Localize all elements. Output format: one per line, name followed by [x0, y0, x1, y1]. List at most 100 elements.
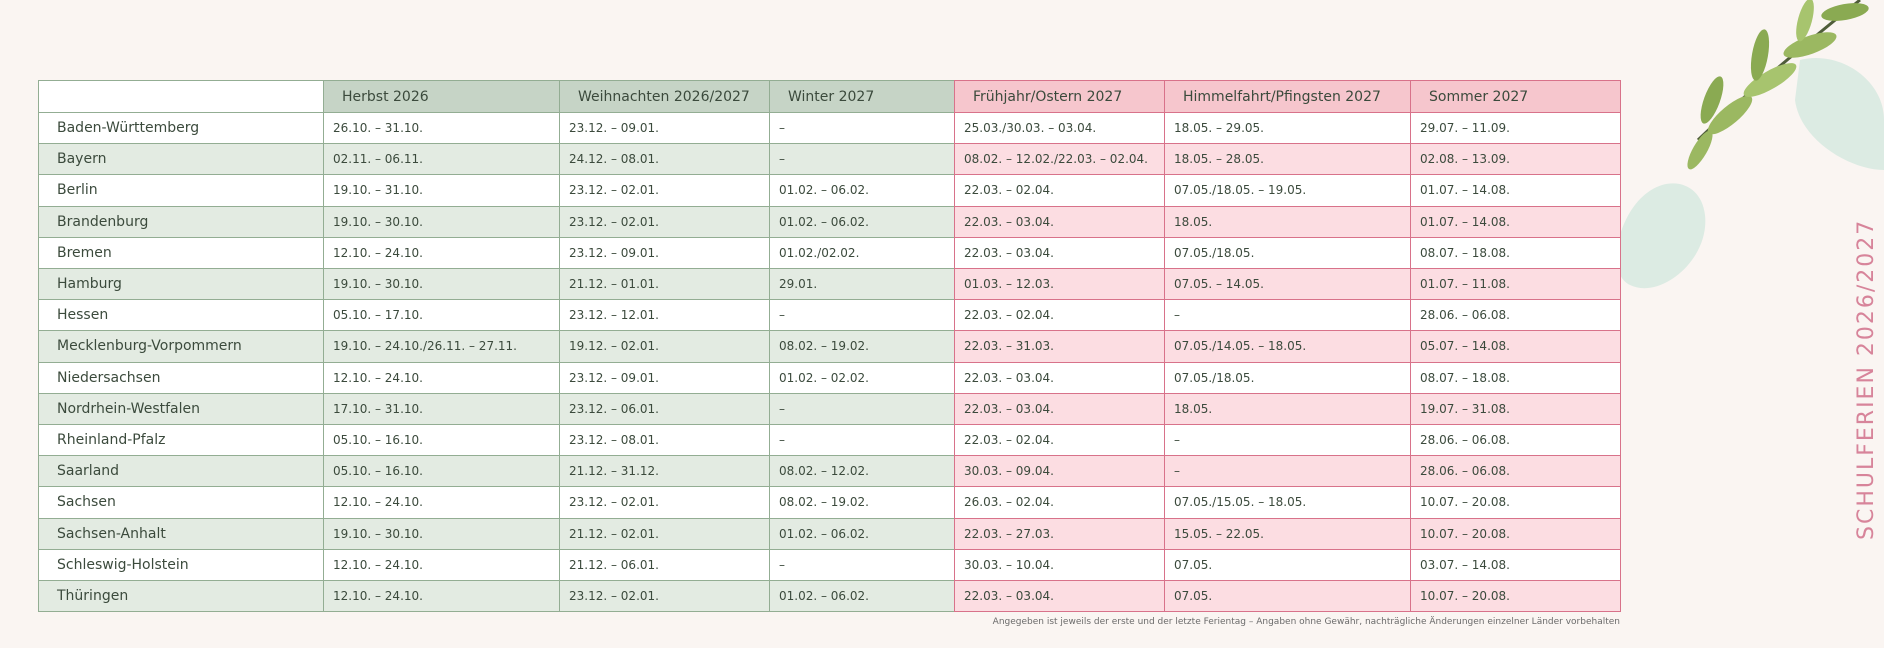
- holiday-dates: 22.03. – 02.04.: [954, 174, 1165, 207]
- column-header: Himmelfahrt/Pfingsten 2027: [1164, 80, 1411, 113]
- holiday-dates: 10.07. – 20.08.: [1410, 486, 1621, 519]
- state-name: Hessen: [38, 299, 324, 332]
- holiday-dates: 23.12. – 09.01.: [559, 361, 770, 394]
- holiday-dates: 12.10. – 24.10.: [323, 361, 560, 394]
- holiday-dates: 08.02. – 19.02.: [769, 486, 955, 519]
- holiday-dates: 08.07. – 18.08.: [1410, 236, 1621, 269]
- holiday-dates: 01.02. – 06.02.: [769, 174, 955, 207]
- state-name: Hamburg: [38, 268, 324, 301]
- holiday-dates: 21.12. – 31.12.: [559, 455, 770, 488]
- holiday-dates: 21.12. – 01.01.: [559, 268, 770, 301]
- column-header: Weihnachten 2026/2027: [559, 80, 770, 113]
- holiday-dates: 05.07. – 14.08.: [1410, 330, 1621, 363]
- holiday-dates: 19.10. – 30.10.: [323, 205, 560, 238]
- state-name: Mecklenburg-Vorpommern: [38, 330, 324, 363]
- holiday-dates: 26.03. – 02.04.: [954, 486, 1165, 519]
- holiday-dates: 10.07. – 20.08.: [1410, 580, 1621, 613]
- holiday-dates: 08.02. – 12.02.: [769, 455, 955, 488]
- holiday-dates: 01.03. – 12.03.: [954, 268, 1165, 301]
- holiday-dates: 18.05. – 29.05.: [1164, 112, 1411, 145]
- state-name: Saarland: [38, 455, 324, 488]
- holiday-dates: 28.06. – 06.08.: [1410, 455, 1621, 488]
- holiday-dates: 10.07. – 20.08.: [1410, 517, 1621, 550]
- holiday-dates: –: [1164, 455, 1411, 488]
- holiday-dates: 19.07. – 31.08.: [1410, 392, 1621, 425]
- holiday-dates: 22.03. – 03.04.: [954, 236, 1165, 269]
- holiday-dates: 07.05./15.05. – 18.05.: [1164, 486, 1411, 519]
- holiday-dates: 23.12. – 12.01.: [559, 299, 770, 332]
- holiday-dates: 30.03. – 10.04.: [954, 548, 1165, 581]
- holiday-dates: –: [769, 299, 955, 332]
- holiday-dates: 23.12. – 02.01.: [559, 205, 770, 238]
- holiday-dates: 29.07. – 11.09.: [1410, 112, 1621, 145]
- state-name: Thüringen: [38, 580, 324, 613]
- holiday-dates: 22.03. – 03.04.: [954, 205, 1165, 238]
- holiday-dates: 18.05.: [1164, 205, 1411, 238]
- holiday-dates: 23.12. – 06.01.: [559, 392, 770, 425]
- holiday-dates: 19.10. – 31.10.: [323, 174, 560, 207]
- holiday-dates: 07.05./18.05.: [1164, 361, 1411, 394]
- column-header: Sommer 2027: [1410, 80, 1621, 113]
- holiday-dates: 25.03./30.03. – 03.04.: [954, 112, 1165, 145]
- holiday-dates: –: [769, 143, 955, 176]
- holiday-dates: 12.10. – 24.10.: [323, 580, 560, 613]
- holiday-dates: 08.07. – 18.08.: [1410, 361, 1621, 394]
- holiday-dates: 01.02. – 02.02.: [769, 361, 955, 394]
- holiday-dates: 07.05./14.05. – 18.05.: [1164, 330, 1411, 363]
- holiday-dates: 05.10. – 16.10.: [323, 424, 560, 457]
- holiday-dates: 05.10. – 17.10.: [323, 299, 560, 332]
- holiday-dates: 08.02. – 12.02./22.03. – 02.04.: [954, 143, 1165, 176]
- state-name: Bayern: [38, 143, 324, 176]
- holiday-dates: 23.12. – 08.01.: [559, 424, 770, 457]
- holiday-dates: 23.12. – 09.01.: [559, 112, 770, 145]
- holiday-dates: 12.10. – 24.10.: [323, 236, 560, 269]
- holiday-dates: –: [769, 548, 955, 581]
- state-name: Brandenburg: [38, 205, 324, 238]
- holiday-dates: 23.12. – 02.01.: [559, 486, 770, 519]
- holiday-dates: 02.08. – 13.09.: [1410, 143, 1621, 176]
- holiday-dates: 23.12. – 09.01.: [559, 236, 770, 269]
- holiday-dates: 15.05. – 22.05.: [1164, 517, 1411, 550]
- holiday-dates: 07.05. – 14.05.: [1164, 268, 1411, 301]
- holiday-dates: 22.03. – 03.04.: [954, 392, 1165, 425]
- holiday-dates: 19.10. – 30.10.: [323, 517, 560, 550]
- holiday-dates: 01.02. – 06.02.: [769, 205, 955, 238]
- holiday-dates: 29.01.: [769, 268, 955, 301]
- holiday-dates: 01.07. – 14.08.: [1410, 205, 1621, 238]
- side-title: SCHULFERIEN 2026/2027: [1854, 218, 1879, 540]
- holiday-dates: 08.02. – 19.02.: [769, 330, 955, 363]
- column-header: Frühjahr/Ostern 2027: [954, 80, 1165, 113]
- holiday-dates: –: [1164, 424, 1411, 457]
- holiday-dates: 23.12. – 02.01.: [559, 580, 770, 613]
- holiday-dates: –: [769, 112, 955, 145]
- holiday-dates: 07.05./18.05. – 19.05.: [1164, 174, 1411, 207]
- holiday-dates: 22.03. – 03.04.: [954, 361, 1165, 394]
- footnote: Angegeben ist jeweils der erste und der …: [992, 617, 1620, 627]
- holiday-dates: 24.12. – 08.01.: [559, 143, 770, 176]
- state-name: Rheinland-Pfalz: [38, 424, 324, 457]
- holiday-dates: 03.07. – 14.08.: [1410, 548, 1621, 581]
- holiday-dates: –: [769, 392, 955, 425]
- holiday-dates: 12.10. – 24.10.: [323, 486, 560, 519]
- holiday-dates: 01.07. – 11.08.: [1410, 268, 1621, 301]
- holiday-dates: 02.11. – 06.11.: [323, 143, 560, 176]
- holiday-dates: 30.03. – 09.04.: [954, 455, 1165, 488]
- holiday-dates: 22.03. – 02.04.: [954, 299, 1165, 332]
- column-header: Herbst 2026: [323, 80, 560, 113]
- holiday-dates: 01.02. – 06.02.: [769, 517, 955, 550]
- holiday-dates: 07.05.: [1164, 548, 1411, 581]
- holiday-dates: 01.02. – 06.02.: [769, 580, 955, 613]
- holiday-dates: 19.12. – 02.01.: [559, 330, 770, 363]
- holiday-dates: –: [1164, 299, 1411, 332]
- holiday-dates: 22.03. – 31.03.: [954, 330, 1165, 363]
- header-corner: [38, 80, 324, 113]
- holiday-dates: 22.03. – 02.04.: [954, 424, 1165, 457]
- column-header: Winter 2027: [769, 80, 955, 113]
- holiday-dates: –: [769, 424, 955, 457]
- holiday-dates: 22.03. – 27.03.: [954, 517, 1165, 550]
- holiday-dates: 22.03. – 03.04.: [954, 580, 1165, 613]
- state-name: Schleswig-Holstein: [38, 548, 324, 581]
- holiday-dates: 21.12. – 02.01.: [559, 517, 770, 550]
